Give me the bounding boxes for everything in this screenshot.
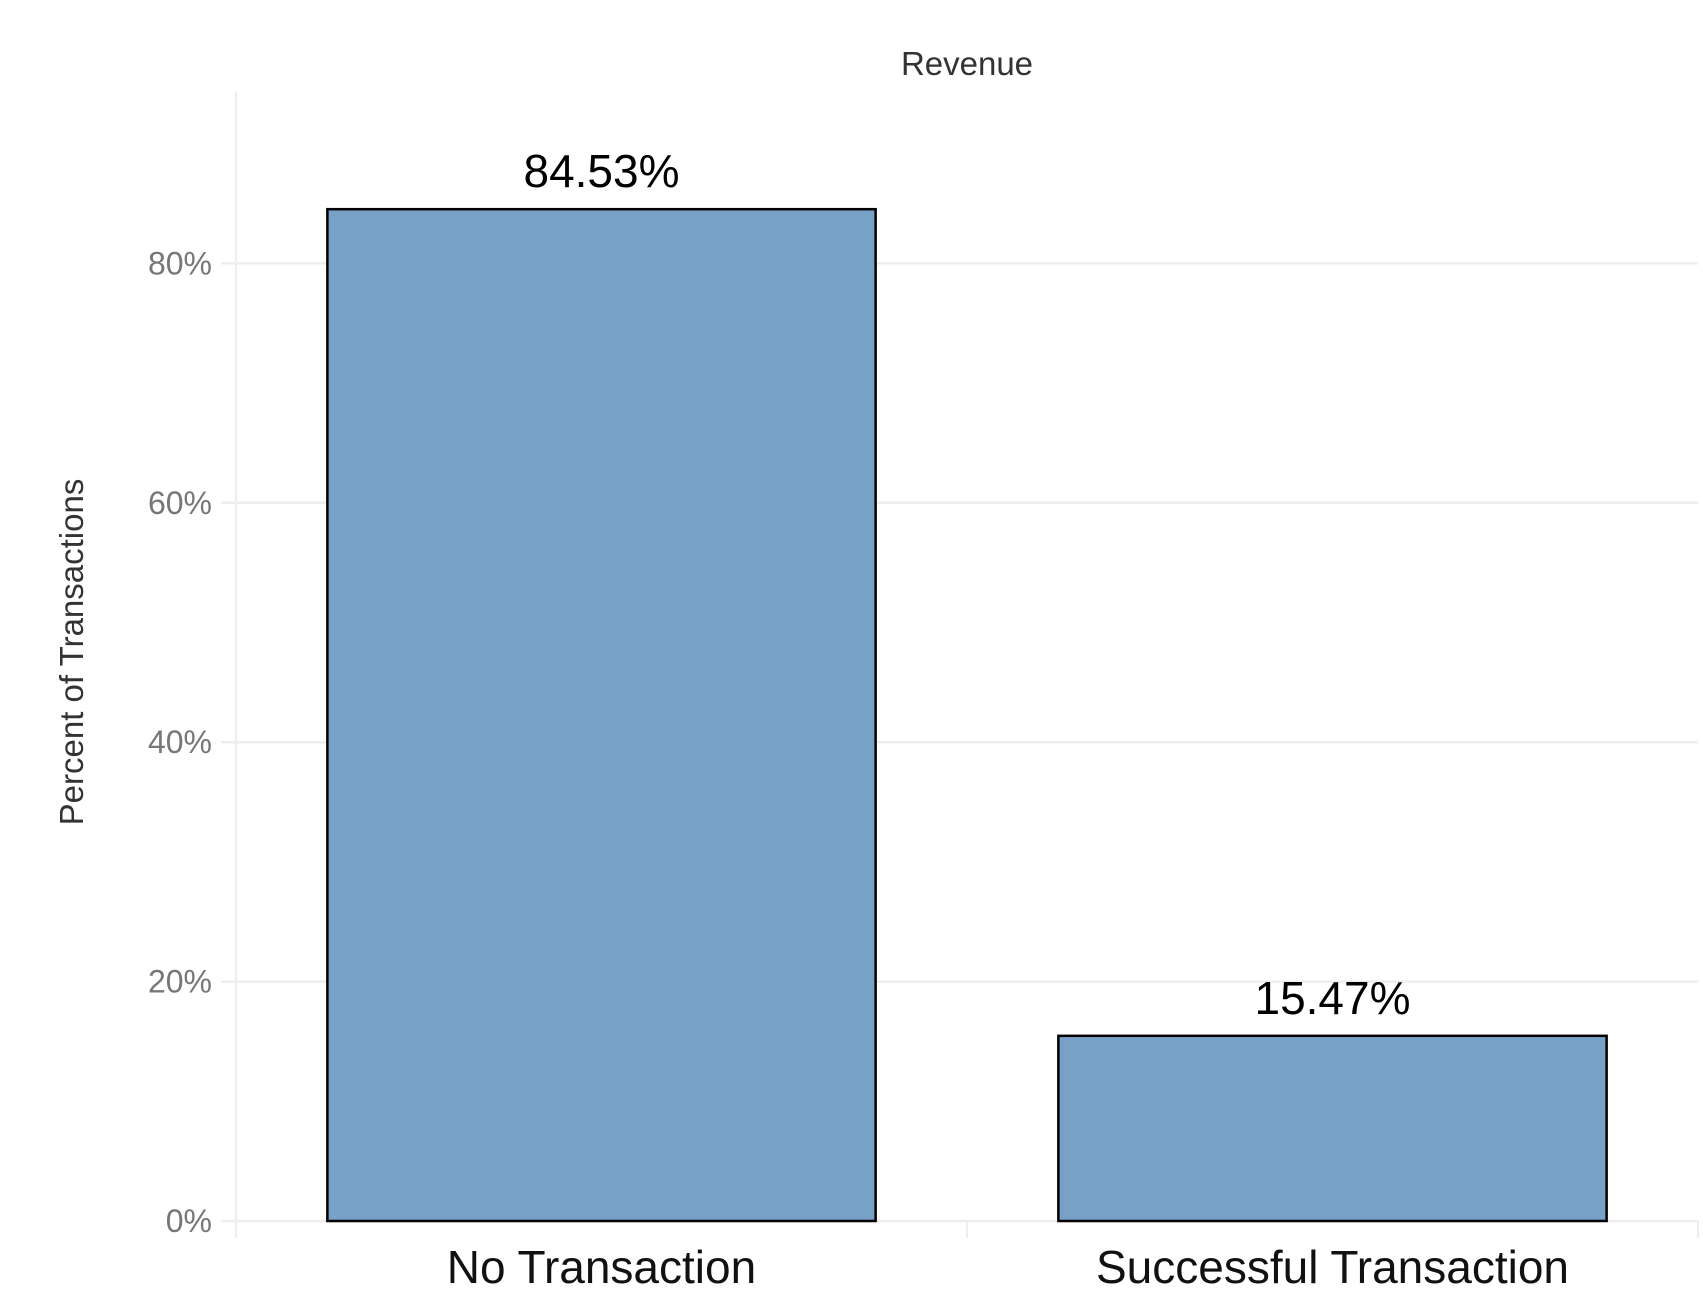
chart-title: Revenue [901,45,1033,82]
bar-1 [326,207,877,1223]
labels: 0% 20% 40% 60% 80% 84.53% No Transaction 15.47%… [148,145,1569,1293]
category-label-2: Successful Transaction [1096,1241,1569,1293]
category-label-1: No Transaction [447,1241,756,1293]
y-tick-label-0: 0% [166,1203,212,1239]
data-label-1: 84.53% [523,145,679,197]
y-tick-label-20: 20% [148,964,212,1000]
y-tick-label-40: 40% [148,724,212,760]
data-label-2: 15.47% [1254,972,1410,1024]
y-axis-title: Percent of Transactions [53,479,90,826]
y-tick-label-60: 60% [148,485,212,521]
bar-2 [1057,1034,1608,1223]
bars [326,207,1608,1223]
y-tick-label-80: 80% [148,245,212,281]
